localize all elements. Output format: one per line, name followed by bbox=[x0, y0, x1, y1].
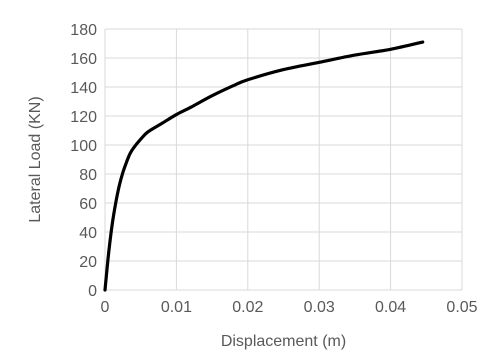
y-tick-label: 40 bbox=[79, 225, 97, 242]
x-tick-label: 0.03 bbox=[304, 299, 335, 316]
y-tick-label: 0 bbox=[88, 283, 97, 300]
y-tick-label: 100 bbox=[70, 138, 97, 155]
y-axis-tick-labels: 0 20 40 60 80 100 120 140 160 180 bbox=[70, 22, 97, 300]
gridlines bbox=[104, 28, 463, 291]
data-series bbox=[103, 40, 425, 292]
y-axis-title: Lateral Load (KN) bbox=[27, 96, 44, 222]
x-axis-tick-labels: 0 0.01 0.02 0.03 0.04 0.05 bbox=[101, 299, 478, 316]
y-tick-label: 80 bbox=[79, 167, 97, 184]
series-line-0 bbox=[103, 40, 425, 292]
x-tick-label: 0.01 bbox=[161, 299, 192, 316]
y-tick-label: 180 bbox=[70, 22, 97, 39]
y-tick-label: 20 bbox=[79, 254, 97, 271]
x-tick-label: 0.02 bbox=[232, 299, 263, 316]
y-tick-label: 140 bbox=[70, 80, 97, 97]
x-tick-label: 0 bbox=[101, 299, 110, 316]
y-tick-label: 120 bbox=[70, 109, 97, 126]
y-tick-label: 60 bbox=[79, 196, 97, 213]
x-axis-title: Displacement (m) bbox=[221, 333, 346, 350]
y-tick-label: 160 bbox=[70, 51, 97, 68]
x-tick-label: 0.04 bbox=[375, 299, 406, 316]
x-tick-label: 0.05 bbox=[446, 299, 477, 316]
